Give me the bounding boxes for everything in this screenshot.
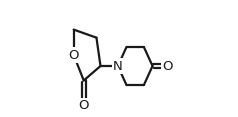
Text: O: O bbox=[79, 99, 89, 112]
Text: O: O bbox=[69, 49, 79, 62]
Text: N: N bbox=[113, 60, 123, 73]
Text: O: O bbox=[162, 60, 173, 73]
